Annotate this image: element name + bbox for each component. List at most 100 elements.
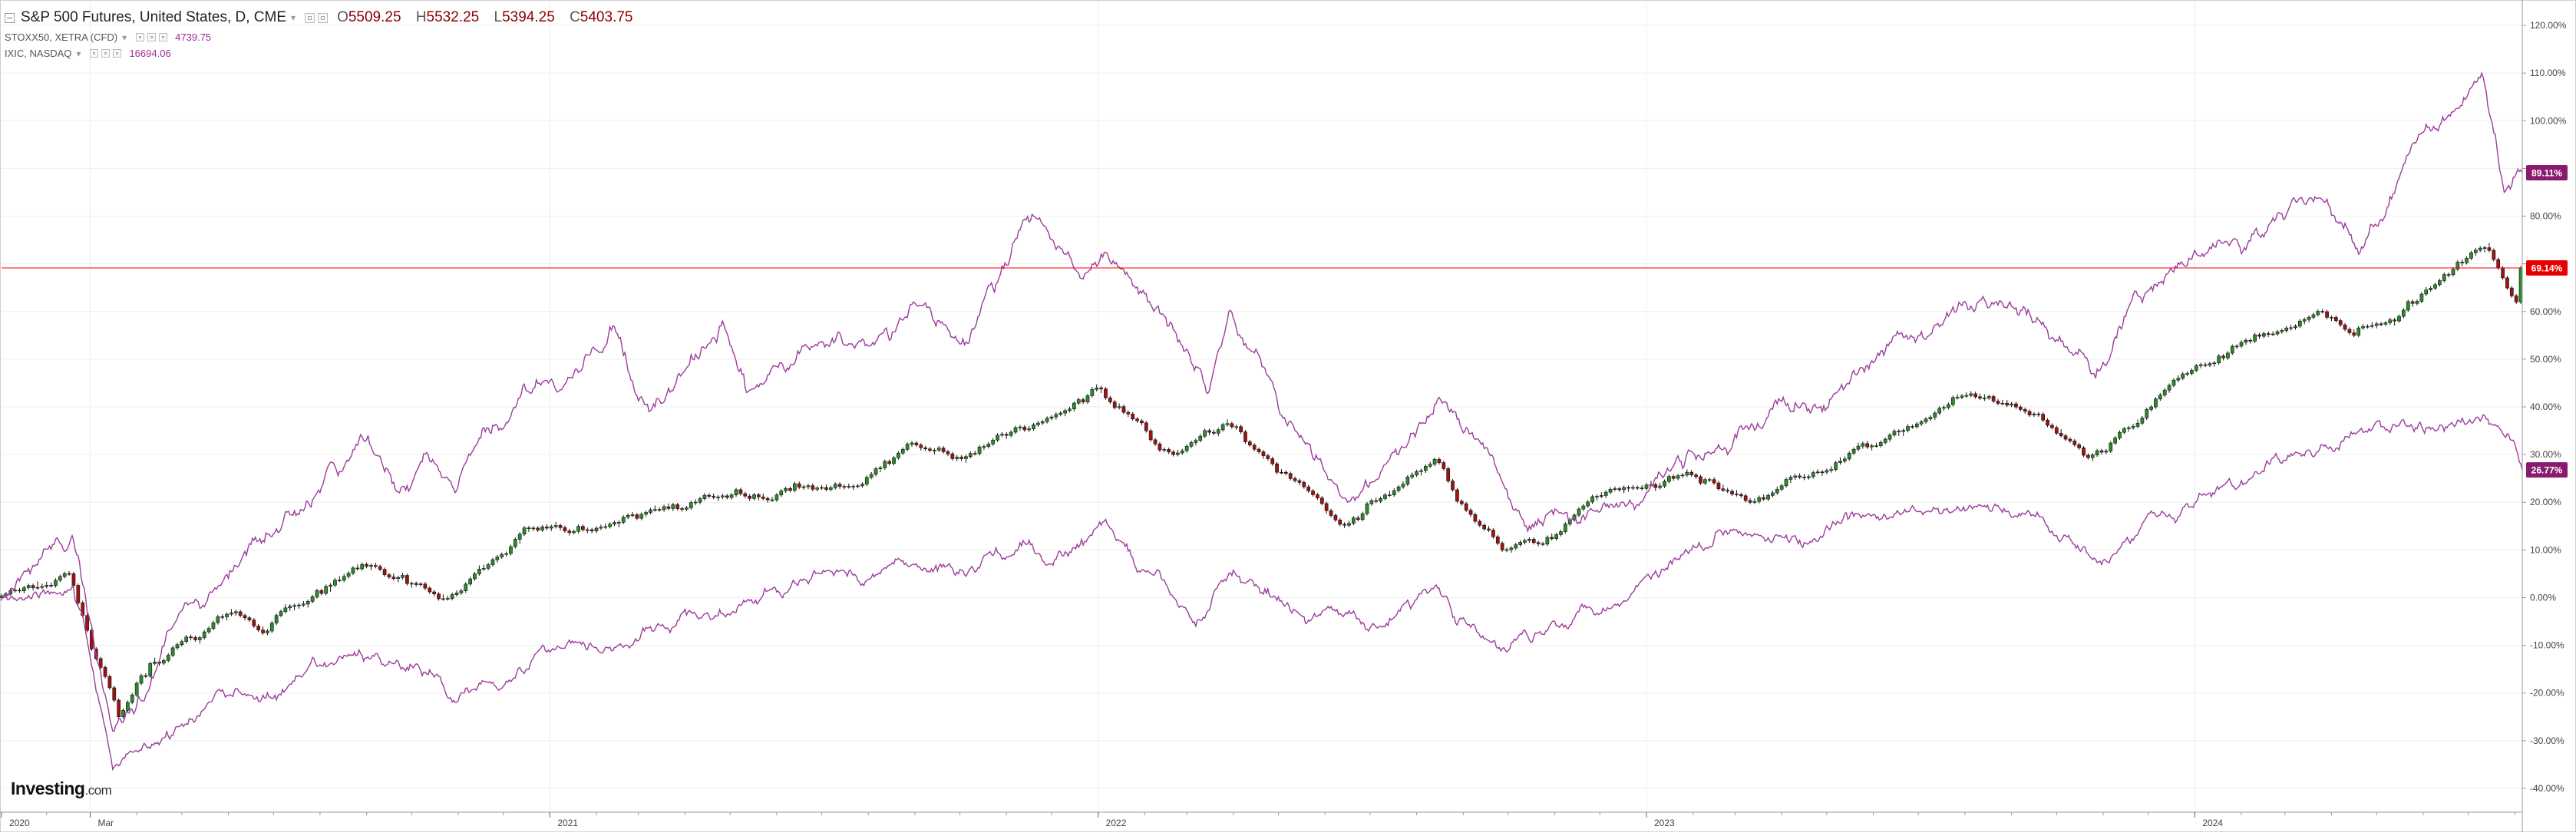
candle: [2280, 329, 2284, 334]
hide-icon[interactable]: [101, 49, 111, 58]
candle-body: [1085, 395, 1090, 402]
candle-body: [1108, 397, 1112, 402]
hide-icon[interactable]: [147, 33, 157, 41]
candle: [1752, 498, 1757, 504]
candle: [1360, 511, 1365, 522]
candle-body: [1121, 406, 1126, 413]
candle-body: [946, 451, 950, 454]
candle-body: [211, 622, 216, 629]
candle: [2104, 448, 2109, 454]
candle-body: [1459, 501, 1464, 504]
candle: [360, 562, 365, 571]
y-tick-label: -30.00%: [2530, 735, 2564, 746]
settings-icon[interactable]: [136, 33, 145, 41]
candle-body: [2505, 277, 2509, 289]
candle: [652, 505, 657, 512]
candle: [2072, 438, 2077, 447]
legend-dropdown-icon[interactable]: ▾: [122, 31, 127, 43]
candle: [590, 527, 594, 534]
candle: [1297, 478, 1302, 486]
price-badge: 69.14%: [2526, 259, 2568, 276]
candle-body: [1054, 414, 1058, 418]
candle: [315, 588, 319, 599]
candle: [788, 486, 792, 493]
candle: [1969, 391, 1973, 398]
candle-body: [1194, 440, 1198, 443]
candle: [2460, 259, 2465, 266]
candle-body: [1798, 475, 1802, 477]
candle: [2402, 308, 2406, 319]
candle: [2149, 405, 2153, 411]
candle-body: [522, 527, 527, 535]
candle-body: [58, 576, 62, 581]
candle-body: [1838, 461, 1842, 464]
candle: [522, 526, 527, 537]
candle: [1356, 515, 1360, 522]
candle-body: [792, 483, 797, 491]
candle-body: [2473, 249, 2478, 253]
candle-body: [1275, 463, 1279, 473]
candle: [1176, 449, 1180, 457]
candle: [1112, 400, 1117, 410]
candle: [1924, 417, 1928, 424]
candle-body: [941, 448, 946, 452]
candle: [2406, 299, 2410, 312]
candle: [752, 493, 756, 501]
candle-body: [576, 526, 580, 532]
candle-body: [279, 611, 283, 616]
legend: S&P 500 Futures, United States, D, CME ▾…: [5, 6, 643, 61]
candle: [107, 674, 112, 690]
candle-body: [1559, 531, 1563, 535]
settings-icon[interactable]: [90, 49, 99, 58]
candle-body: [166, 655, 170, 661]
candle-body: [1392, 490, 1396, 495]
candle: [1022, 425, 1027, 432]
candle: [283, 604, 288, 614]
candle: [738, 487, 743, 496]
candle-body: [1333, 515, 1338, 520]
candle: [950, 451, 955, 461]
candle: [1405, 474, 1410, 487]
candle-body: [1730, 491, 1734, 494]
candle: [784, 486, 788, 494]
remove-icon[interactable]: [159, 33, 168, 41]
candle-body: [1072, 402, 1076, 410]
candle-body: [103, 667, 107, 677]
settings-icon[interactable]: [305, 12, 315, 23]
candle: [1856, 442, 1861, 451]
hide-icon[interactable]: [318, 12, 329, 23]
candle: [365, 562, 368, 569]
legend-dropdown-icon[interactable]: ▾: [76, 48, 81, 59]
candle: [869, 471, 874, 480]
legend-dropdown-icon[interactable]: ▾: [291, 12, 296, 23]
candle: [1788, 475, 1793, 484]
candle-body: [2271, 333, 2275, 335]
candle-body: [437, 593, 441, 600]
candle-body: [2185, 373, 2189, 375]
candle: [797, 481, 801, 490]
candle: [1239, 425, 1243, 435]
collapse-icon[interactable]: [5, 12, 15, 23]
candle-body: [685, 507, 689, 510]
candle: [2239, 340, 2244, 349]
candle: [1153, 438, 1158, 446]
candle: [58, 574, 62, 583]
candle-body: [1775, 489, 1779, 494]
candle-body: [2154, 398, 2158, 408]
candle-body: [2297, 320, 2302, 327]
candle: [1342, 522, 1346, 528]
candle-body: [2352, 332, 2356, 336]
y-tick-label: 30.00%: [2530, 449, 2561, 460]
candle-body: [1928, 417, 1933, 420]
remove-icon[interactable]: [113, 49, 122, 58]
candle-body: [22, 587, 26, 592]
candle-body: [1203, 430, 1207, 437]
candle-body: [2492, 249, 2496, 260]
candle-body: [2221, 355, 2225, 359]
candle-body: [1613, 488, 1617, 490]
candle-body: [639, 514, 644, 519]
candle: [2482, 246, 2487, 253]
candle: [1081, 398, 1085, 405]
